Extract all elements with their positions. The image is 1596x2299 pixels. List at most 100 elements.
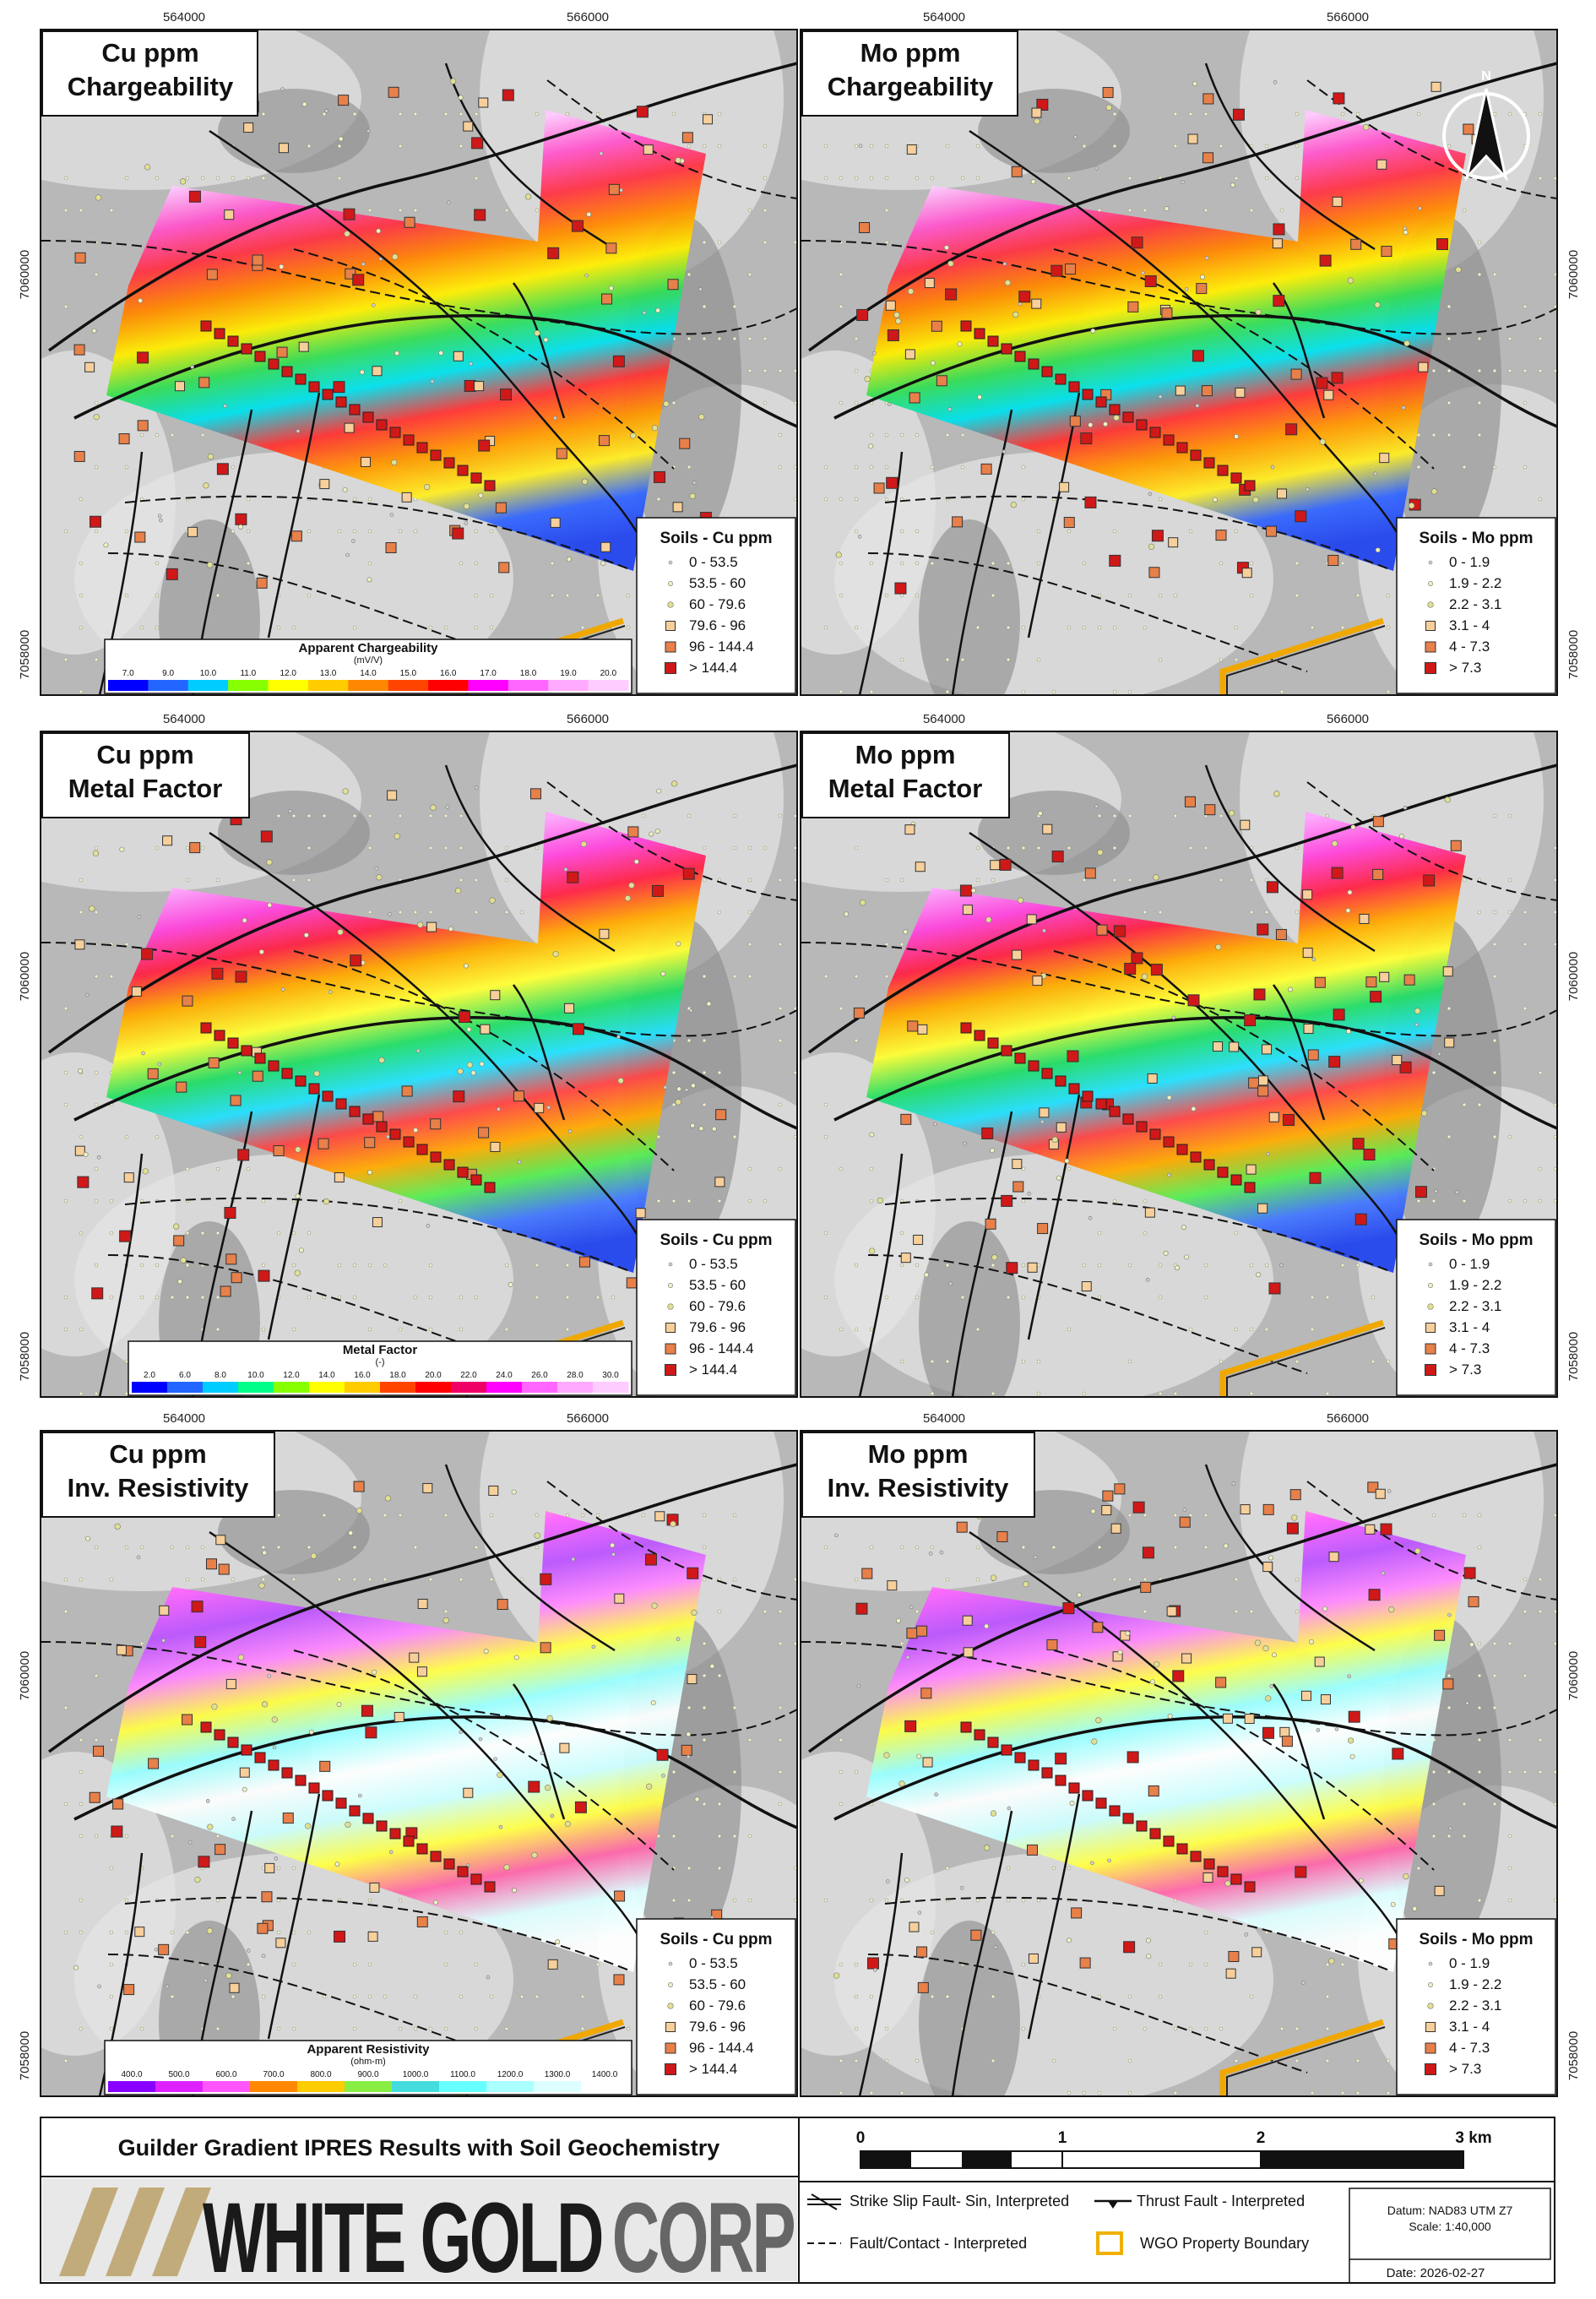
colorbar-swatch (167, 1382, 204, 1393)
sample-dot (1325, 1391, 1330, 1396)
colorbar-swatch (428, 680, 469, 691)
sample-dot (1143, 208, 1148, 213)
sample-dot (1340, 625, 1345, 630)
sample-dot (1492, 465, 1497, 470)
sample-dot (763, 845, 768, 851)
sample-dot (1203, 1295, 1208, 1300)
contact-line (867, 1954, 1308, 2073)
sample-dot (1340, 1962, 1345, 1967)
soil-sample (93, 1745, 105, 1757)
sample-dot (1477, 336, 1482, 341)
fault-line (73, 1015, 797, 1130)
sample-dot (915, 1263, 920, 1268)
sample-dot (1249, 910, 1254, 915)
soil-sample (1295, 510, 1307, 523)
sample-dot (1462, 208, 1467, 213)
soil-sample (1444, 1037, 1455, 1048)
soil-sample (1081, 1281, 1092, 1292)
sample-dot (626, 2026, 631, 2031)
soil-sample (872, 351, 877, 356)
sample-dot (899, 1641, 904, 1646)
soil-sample (571, 220, 584, 232)
soil-sample (915, 861, 926, 872)
soil-sample (1036, 98, 1049, 111)
sample-dot (1477, 240, 1482, 245)
sample-dot (747, 942, 752, 947)
sample-dot (1340, 561, 1345, 566)
sample-dot (215, 878, 220, 883)
soil-sample (230, 1095, 242, 1106)
sample-dot (1158, 657, 1163, 662)
sample-dot (94, 1737, 99, 1742)
soil-sample (356, 1508, 363, 1514)
soil-sample (141, 948, 154, 960)
sample-dot (1507, 1737, 1512, 1742)
sample-dot (1143, 1513, 1148, 1518)
soil-sample (619, 188, 623, 193)
sample-dot (778, 1641, 783, 1646)
soil-sample (85, 992, 90, 997)
sample-dot (899, 878, 904, 883)
sample-dot (702, 1802, 707, 1807)
sample-dot (732, 304, 737, 309)
soil-sample (1223, 1713, 1234, 1724)
soil-sample (470, 1873, 482, 1885)
sample-dot (565, 593, 570, 598)
soil-sample (264, 1862, 275, 1873)
legend-item: 79.6 - 96 (689, 2019, 746, 2035)
sample-dot (489, 1513, 494, 1518)
legend-item: 79.6 - 96 (689, 617, 746, 633)
soil-sample (1092, 1622, 1104, 1633)
soil-sample (962, 1615, 973, 1626)
soil-sample (844, 911, 850, 917)
soil-sample (1204, 256, 1209, 260)
sample-dot (1416, 465, 1421, 470)
soil-sample (895, 318, 902, 324)
soil-sample (1144, 1207, 1155, 1218)
sample-dot (717, 910, 722, 915)
soil-sample (985, 1218, 996, 1230)
sample-dot (139, 1295, 144, 1300)
sample-dot (884, 1295, 889, 1300)
soil-sample (1213, 1041, 1224, 1052)
soil-sample (227, 1037, 239, 1049)
sample-dot (793, 1134, 797, 1139)
sample-dot (823, 176, 828, 181)
sample-dot (1431, 1513, 1436, 1518)
soil-sample (690, 1083, 696, 1089)
sample-dot (109, 1295, 114, 1300)
sample-dot (702, 1038, 707, 1043)
sample-dot (1295, 2058, 1300, 2063)
soil-sample (500, 389, 513, 401)
soil-sample (486, 1975, 491, 1980)
soil-sample (1349, 1753, 1355, 1759)
sample-dot (428, 1577, 433, 1582)
sample-dot (1507, 1641, 1512, 1646)
sample-dot (1340, 2090, 1345, 2095)
sample-dot (915, 176, 920, 181)
fault-line (267, 1094, 321, 1340)
scale-label: 0 (856, 2129, 866, 2147)
sample-dot (1249, 593, 1254, 598)
colorbar-tick-label: 11.0 (240, 669, 256, 678)
y-coordinate-label: 7058000 (1566, 630, 1581, 679)
soil-sample (426, 1224, 431, 1228)
sample-dot (1021, 625, 1026, 630)
sample-dot (1386, 625, 1391, 630)
sample-dot (1188, 845, 1193, 851)
sample-dot (1203, 845, 1208, 851)
soil-sample (349, 1106, 361, 1117)
colorbar-tick-label: 18.0 (520, 669, 537, 678)
sample-dot (747, 272, 752, 277)
colorbar-swatch (486, 2081, 535, 2092)
soil-sample (924, 1272, 930, 1278)
panel-title: Cu ppm (101, 38, 198, 68)
soil-sample (1102, 87, 1114, 99)
legend-box (636, 1918, 796, 2095)
sample-dot (261, 1263, 266, 1268)
soil-sample (1375, 547, 1381, 553)
soil-sample (904, 349, 915, 360)
soil-sample (488, 1485, 499, 1496)
soil-sample (1421, 1110, 1428, 1117)
